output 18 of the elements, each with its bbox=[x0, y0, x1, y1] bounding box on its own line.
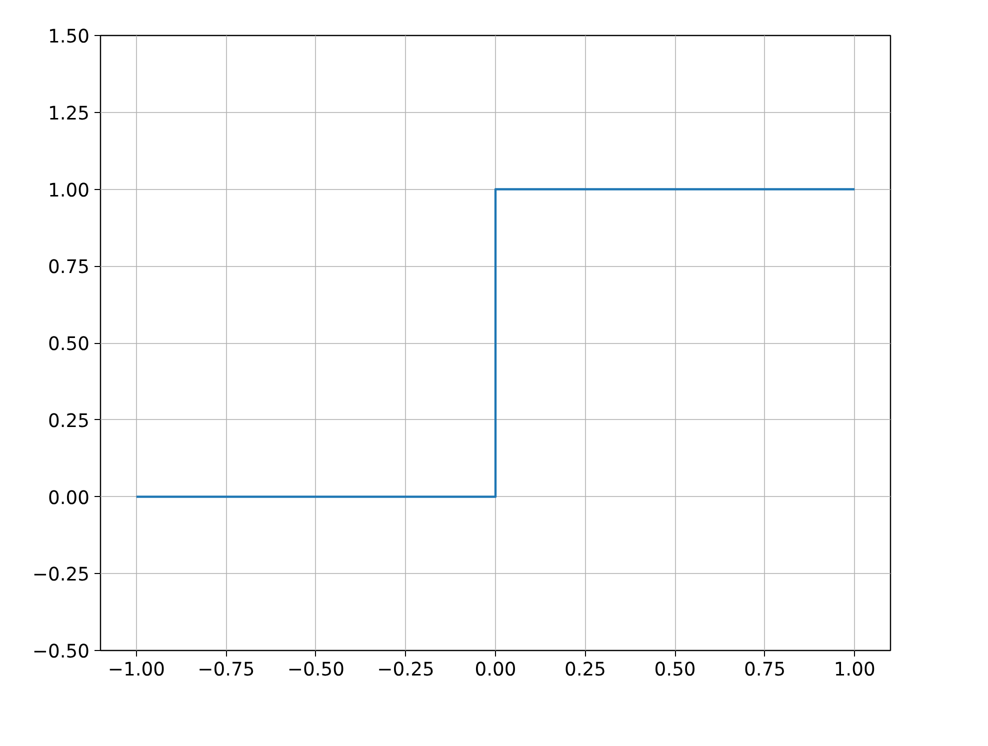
y-tick-label: 1.00 bbox=[48, 180, 90, 202]
y-tick-label: 0.75 bbox=[48, 257, 90, 278]
x-tick-label: 1.00 bbox=[834, 660, 876, 680]
y-tick-label: 0.50 bbox=[48, 334, 90, 355]
y-tick-label: −0.50 bbox=[32, 642, 90, 662]
x-tick-label: −0.50 bbox=[287, 660, 345, 680]
x-tick-label: 0.00 bbox=[474, 660, 516, 680]
x-tick-label: 0.75 bbox=[744, 660, 786, 680]
x-tick-label: 0.50 bbox=[654, 660, 696, 680]
y-tick-label: 0.25 bbox=[48, 410, 90, 432]
y-tick-label: 1.50 bbox=[48, 26, 90, 48]
x-tick-label: −1.00 bbox=[108, 660, 165, 680]
y-tick-label: 1.25 bbox=[48, 103, 90, 124]
y-tick-label: −0.25 bbox=[32, 564, 90, 586]
y-tick-label: 0.00 bbox=[48, 488, 90, 509]
x-tick-label: −0.75 bbox=[198, 660, 255, 680]
x-tick-label: −0.25 bbox=[377, 660, 434, 680]
x-tick-label: 0.25 bbox=[564, 660, 606, 680]
